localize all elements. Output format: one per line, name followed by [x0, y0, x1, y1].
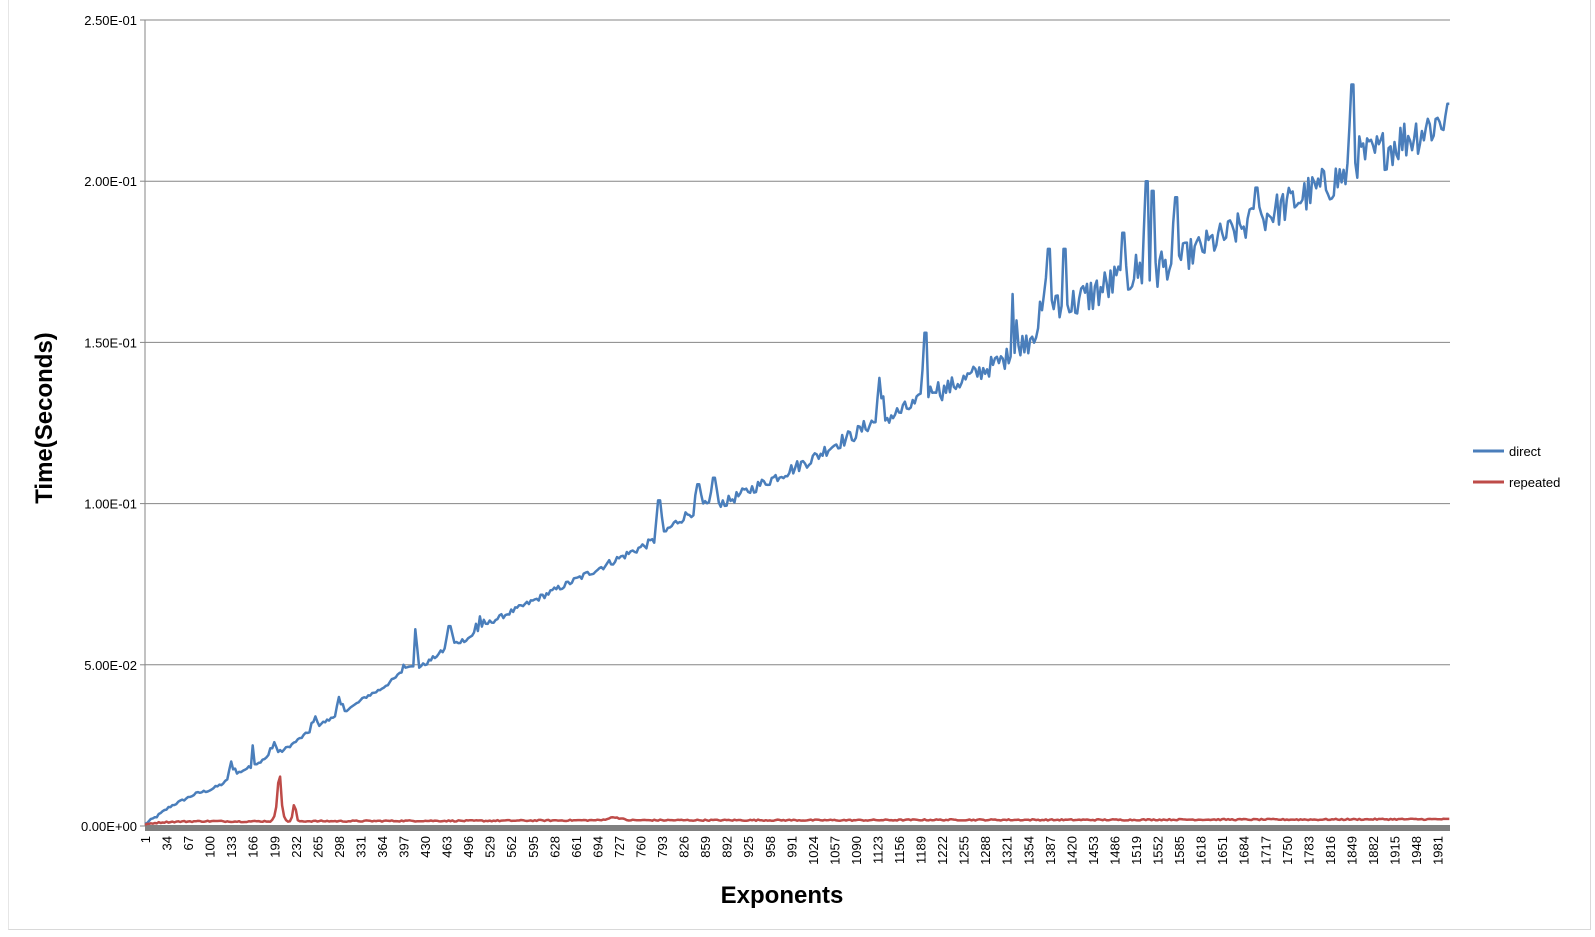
- gridlines: [145, 19, 1450, 666]
- x-tick-label: 1717: [1258, 836, 1273, 865]
- x-tick-label: 1222: [935, 836, 950, 865]
- x-tick-label: 1123: [870, 836, 885, 864]
- x-tick-label: 991: [784, 836, 799, 858]
- y-tick-label: 1.00E-01: [84, 497, 137, 512]
- x-tick-label: 1288: [978, 836, 993, 865]
- x-tick-label: 199: [267, 836, 282, 858]
- x-tick-label: 1651: [1215, 836, 1230, 865]
- x-tick-label: 67: [181, 836, 196, 850]
- series: [144, 83, 1450, 827]
- x-tick-label: 1849: [1344, 836, 1359, 865]
- y-tick-label: 2.50E-01: [84, 13, 137, 28]
- x-tick-label: 661: [569, 836, 584, 858]
- x-axis-title: Exponents: [721, 882, 844, 909]
- y-tick-label: 0.00E+00: [81, 819, 137, 834]
- x-tick-label: 1915: [1388, 836, 1403, 865]
- x-tick-label: 529: [483, 836, 498, 858]
- legend-label-direct: direct: [1509, 444, 1541, 459]
- x-tick-label: 859: [698, 836, 713, 858]
- x-tick-label: 166: [246, 836, 261, 858]
- x-tick-label: 1255: [957, 836, 972, 865]
- x-tick-label: 265: [310, 836, 325, 858]
- x-tick-label: 1684: [1237, 836, 1252, 865]
- x-tick-label: 1981: [1431, 836, 1446, 865]
- legend-label-repeated: repeated: [1509, 475, 1560, 490]
- x-tick-label: 892: [720, 836, 735, 858]
- x-tick-label: 760: [633, 836, 648, 858]
- x-tick-label: 1618: [1194, 836, 1209, 865]
- series-line-direct: [144, 83, 1450, 825]
- x-tick-label: 463: [440, 836, 455, 858]
- x-tick-label: 430: [418, 836, 433, 858]
- y-tick-label: 5.00E-02: [84, 658, 137, 673]
- x-tick-label: 1024: [806, 836, 821, 865]
- x-tick-label: 1486: [1107, 836, 1122, 865]
- series-line-repeated: [144, 775, 1450, 827]
- x-tick-label: 1057: [827, 836, 842, 865]
- x-tick-label: 1585: [1172, 836, 1187, 865]
- x-tick-label: 793: [655, 836, 670, 858]
- axes: [140, 19, 1450, 831]
- x-tick-label: 727: [612, 836, 627, 858]
- x-tick-label: 298: [332, 836, 347, 858]
- x-tick-label: 1156: [892, 836, 907, 864]
- x-tick-label: 562: [504, 836, 519, 858]
- x-tick-label: 1882: [1366, 836, 1381, 865]
- legend: direct repeated: [1473, 444, 1560, 490]
- x-tick-label: 1453: [1086, 836, 1101, 865]
- x-tick-label: 364: [375, 836, 390, 858]
- x-tick-label: 1750: [1280, 836, 1295, 865]
- x-tick-label: 232: [289, 836, 304, 858]
- x-tick-label: 595: [526, 836, 541, 858]
- x-tick-label: 1: [138, 836, 153, 843]
- x-tick-label: 694: [590, 836, 605, 858]
- x-tick-label: 1387: [1043, 836, 1058, 865]
- y-tick-labels: 0.00E+00 5.00E-02 1.00E-01 1.50E-01 2.00E-01…: [81, 13, 137, 834]
- x-axis-band: [145, 825, 1450, 831]
- x-tick-label: 1189: [914, 836, 929, 864]
- x-tick-label: 1420: [1064, 836, 1079, 865]
- x-tick-label: 1948: [1409, 836, 1424, 865]
- y-axis-title: Time(Seconds): [31, 332, 58, 504]
- x-tick-label: 1552: [1151, 836, 1166, 865]
- x-tick-label: 331: [353, 836, 368, 858]
- x-tick-label: 133: [224, 836, 239, 858]
- x-tick-label: 826: [677, 836, 692, 858]
- chart-frame: [8, 0, 1591, 930]
- y-tick-label: 2.00E-01: [84, 174, 137, 189]
- y-tick-label: 1.50E-01: [84, 335, 137, 350]
- x-tick-label: 1783: [1301, 836, 1316, 865]
- x-tick-label: 628: [547, 836, 562, 858]
- x-tick-label: 1090: [849, 836, 864, 865]
- x-tick-label: 925: [741, 836, 756, 858]
- x-tick-label: 34: [160, 836, 175, 850]
- x-tick-label: 1816: [1323, 836, 1338, 865]
- x-tick-label: 1321: [1000, 836, 1015, 865]
- x-tick-label: 496: [461, 836, 476, 858]
- x-tick-labels: 1 34 67 100 133 166 199 232 265 298 331 364 397 430 46…: [138, 836, 1446, 865]
- x-tick-label: 958: [763, 836, 778, 858]
- x-tick-label: 1354: [1021, 836, 1036, 865]
- x-tick-label: 397: [397, 836, 412, 858]
- x-tick-label: 1519: [1129, 836, 1144, 865]
- x-tick-label: 100: [203, 836, 218, 858]
